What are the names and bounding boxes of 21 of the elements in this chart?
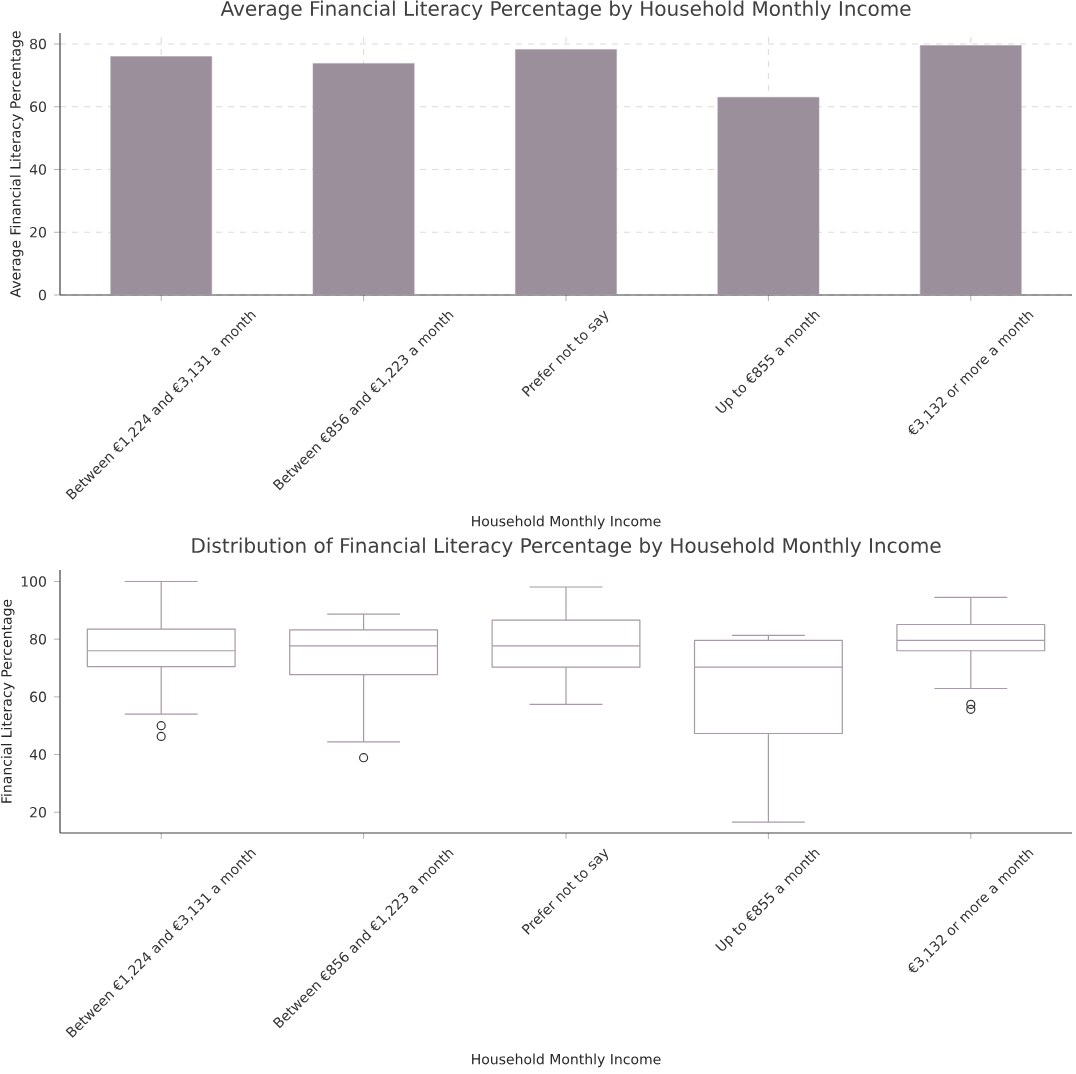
x-axis-title: Household Monthly Income: [472, 515, 661, 530]
y-tick-label: 100: [21, 576, 46, 587]
y-tick-label: 40: [29, 749, 46, 760]
y-tick-label: 60: [30, 101, 46, 113]
y-axis-title: Financial Literacy Percentage: [0, 599, 15, 803]
y-tick-label: 20: [30, 226, 46, 238]
y-tick-label: 20: [30, 806, 46, 818]
bar: [717, 97, 820, 295]
bar: [515, 49, 617, 295]
y-tick-label: 80: [30, 633, 46, 645]
x-axis-title: Household Monthly Income: [472, 1053, 661, 1068]
y-tick-label: 80: [30, 38, 46, 50]
y-axis-title: Average Financial Literacy Percentage: [9, 31, 24, 298]
chart-title: Average Financial Literacy Percentage by Household Monthly Income: [220, 0, 911, 20]
y-tick-label: 60: [30, 691, 46, 703]
bar: [110, 56, 213, 295]
chart-title: Distribution of Financial Literacy Percentage by Household Monthly Income: [192, 537, 941, 557]
y-tick-label: 0: [38, 289, 46, 301]
bar: [312, 63, 415, 295]
y-tick-label: 40: [29, 164, 46, 175]
bar: [919, 45, 1022, 295]
